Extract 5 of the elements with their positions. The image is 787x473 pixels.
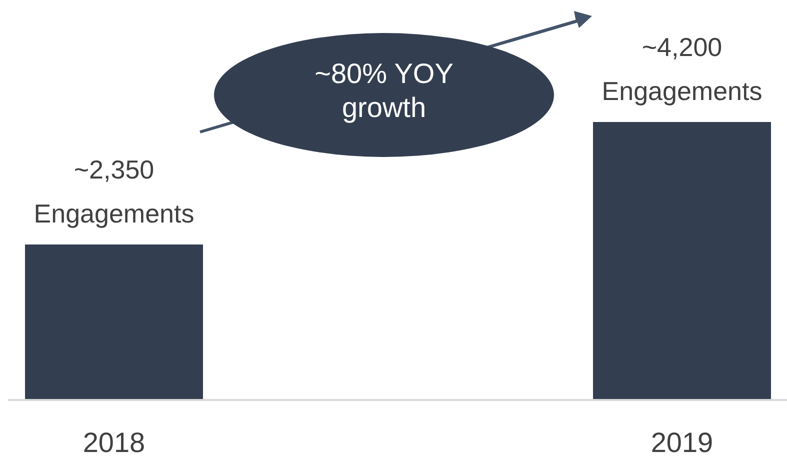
annotation: ~80% YOY growth <box>314 58 454 123</box>
x-tick-label: 2018 <box>82 426 146 458</box>
data-label: ~4,200 Engagements <box>602 32 762 106</box>
data-label: ~2,350 Engagements <box>34 154 194 228</box>
x-tick-label: 2019 <box>650 426 714 458</box>
